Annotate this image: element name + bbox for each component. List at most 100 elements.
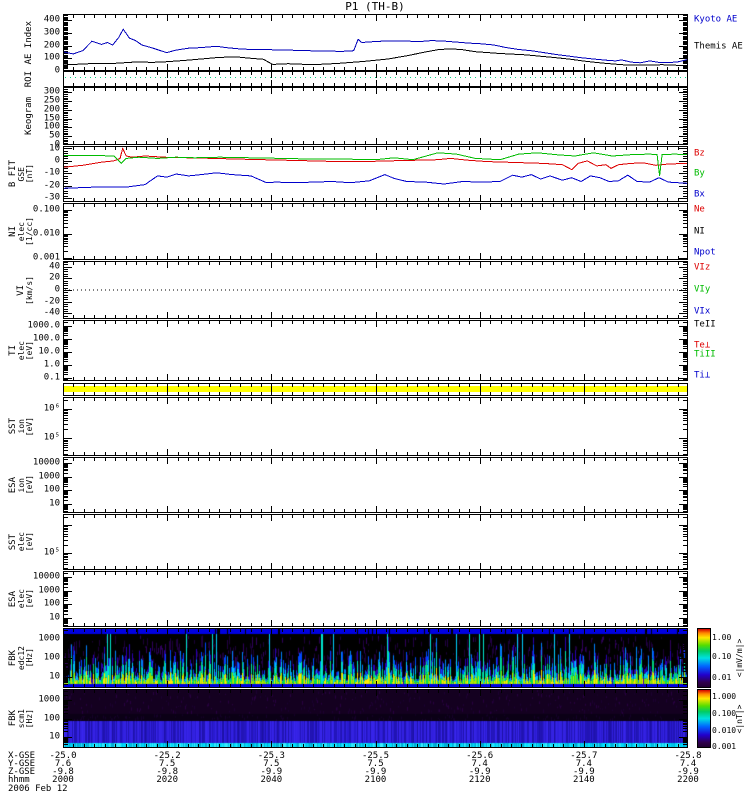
y-tick-label: 1000: [38, 633, 60, 644]
frame: [63, 571, 688, 627]
panel-frame-ni: [63, 203, 688, 260]
xaxis-value: -25.0: [49, 751, 77, 761]
tick-marks: [63, 398, 688, 455]
xaxis-values-zgse: -9.8 -9.8 -9.9 -9.9 -9.9 -9.9 -9.9: [52, 767, 699, 777]
y-axis-label-line: [eV]: [25, 416, 34, 437]
xaxis-value: 7.4: [679, 759, 697, 769]
y-tick-label: 10: [49, 612, 60, 623]
y-tick-label: 10: [49, 143, 60, 153]
panel-fbk_b: FBK scm1 [Hz] 10 100 1000: [8, 689, 688, 748]
xaxis-row-label-xgse: X-GSE: [8, 751, 36, 761]
xaxis-value: -25.6: [466, 751, 494, 761]
panel-ae: AE Index 0 100 200 300 400 Kyoto AE Themis AE: [24, 14, 743, 75]
tick-marks: [63, 321, 688, 380]
y-axis-label: NI elec [1/cc]: [8, 203, 34, 260]
y-axis-label-line: [Hz]: [25, 648, 34, 668]
y-tick-label: 1.0: [43, 359, 60, 370]
xaxis-values-ygse: 7.6 7.5 7.5 7.5 7.4 7.4 7.4: [55, 759, 696, 769]
series-label-viz: VIz: [694, 262, 711, 273]
xaxis-row-label-ygse: Y-GSE: [8, 759, 36, 769]
y-tick-label: 400: [43, 14, 60, 25]
y-tick-label: 100: [43, 484, 60, 495]
xaxis-value: 2000: [52, 775, 74, 785]
y-tick-label: 150: [43, 113, 60, 124]
y-tick-label: 10: [49, 731, 60, 742]
y-tick-label: 10: [49, 671, 60, 682]
colorbar-unit-label: <|nT|>: [735, 704, 744, 733]
y-tick-label: 0: [54, 284, 60, 295]
y-tick-label: 0.100: [32, 204, 60, 215]
xaxis-value: -9.9: [572, 767, 595, 777]
y-tick-label: 1000.0: [27, 320, 60, 331]
series-label-by: By: [694, 168, 705, 179]
colorbar-fbk_e: [697, 628, 711, 688]
y-tick-label: 1000: [38, 471, 60, 482]
y-axis-label: FBK edc12 [Hz]: [8, 628, 34, 688]
tick-marks: [63, 204, 688, 259]
series-label-ti⊥: Ti⊥: [694, 370, 711, 381]
y-axis-label-line: [eV]: [25, 475, 34, 495]
series-label-viy: VIy: [694, 284, 711, 295]
spectrogram-fbk_e: [64, 629, 687, 687]
series-label-npot: Npot: [694, 247, 716, 258]
y-tick-label: 20: [49, 272, 60, 283]
y-tick-label: 40: [49, 261, 60, 272]
xaxis-value: 2020: [156, 775, 178, 785]
panel-frame-flag: [63, 383, 688, 396]
tick-marks: [63, 515, 688, 569]
y-tick-label: 10.0: [38, 346, 60, 357]
series-bz: [63, 147, 688, 171]
series-label-te⊥: Te⊥: [694, 340, 711, 351]
y-tick-label: 100: [43, 52, 60, 63]
series-label-bx: Bx: [694, 189, 705, 200]
y-axis-label: SST elec [eV]: [8, 514, 34, 570]
frame: [63, 261, 688, 319]
y-tick-label: 1000: [38, 585, 60, 596]
panel-frame-roi: [63, 71, 688, 87]
date-label: 2006 Feb 12: [8, 784, 68, 794]
panel-esa_ion: ESA ion [eV] 10 100 1000 10000: [8, 457, 688, 513]
series-label-bz: Bz: [694, 148, 705, 159]
y-tick-label: -20: [43, 296, 60, 307]
panel-frame-esa_elec: [63, 571, 688, 627]
xaxis-value: 7.4: [471, 759, 488, 769]
series-bx: [63, 172, 688, 189]
colorbar-unit-label: <|mV/m|>: [735, 638, 744, 678]
y-axis-label-line: [nT]: [25, 164, 34, 184]
y-axis-label-line: [Hz]: [25, 708, 34, 729]
panel-bfit: B FIT GSE [nT] -30 -20 -10 0 10 Bz By Bx: [8, 144, 705, 203]
frame: [63, 457, 688, 513]
y-tick-label: 10000: [32, 571, 60, 582]
panel-frame-sst_elec: [63, 514, 688, 570]
tick-marks: [63, 458, 688, 512]
colorbar-tick-label: 0.010: [712, 725, 737, 735]
y-axis-label-line: [eV]: [25, 532, 34, 552]
panel-frame-esa_ion: [63, 457, 688, 513]
xaxis-value: -25.3: [257, 751, 285, 761]
xaxis-values-hhmm: 2000 2020 2040 2100 2120 2140 2200: [52, 775, 699, 785]
xaxis-value: 7.5: [159, 759, 176, 769]
colorbar-fbk_b: [697, 689, 711, 748]
xaxis-row-label-hhmm: hhmm: [8, 775, 30, 785]
y-tick-label: 10⁵: [43, 432, 60, 443]
y-axis-label: SST ion [eV]: [8, 397, 34, 456]
y-tick-label: 10000: [32, 457, 60, 468]
plot-title: P1 (TH-B): [345, 0, 405, 13]
flag-band: [64, 386, 687, 392]
series-label-themis ae: Themis AE: [694, 41, 743, 52]
tick-marks: [63, 629, 688, 687]
y-tick-label: 10⁵: [43, 547, 60, 558]
xaxis-values-xgse: -25.0 -25.2 -25.3 -25.5 -25.6 -25.7 -25.8: [49, 751, 701, 761]
xaxis-value: 7.4: [575, 759, 592, 769]
tick-marks: [63, 72, 688, 86]
series-label-kyoto ae: Kyoto AE: [694, 14, 738, 25]
y-axis-label-line: AE Index: [24, 20, 34, 65]
panel-sst_elec: SST elec [eV] 10⁵: [8, 514, 688, 570]
y-tick-label: 100.0: [32, 333, 60, 344]
y-axis-label-line: [km/s]: [25, 275, 34, 305]
frame: [63, 689, 688, 748]
y-axis-label-line: Keogram: [24, 97, 34, 135]
panel-frame-ti: [63, 320, 688, 381]
panel-frame-vi: [63, 261, 688, 319]
